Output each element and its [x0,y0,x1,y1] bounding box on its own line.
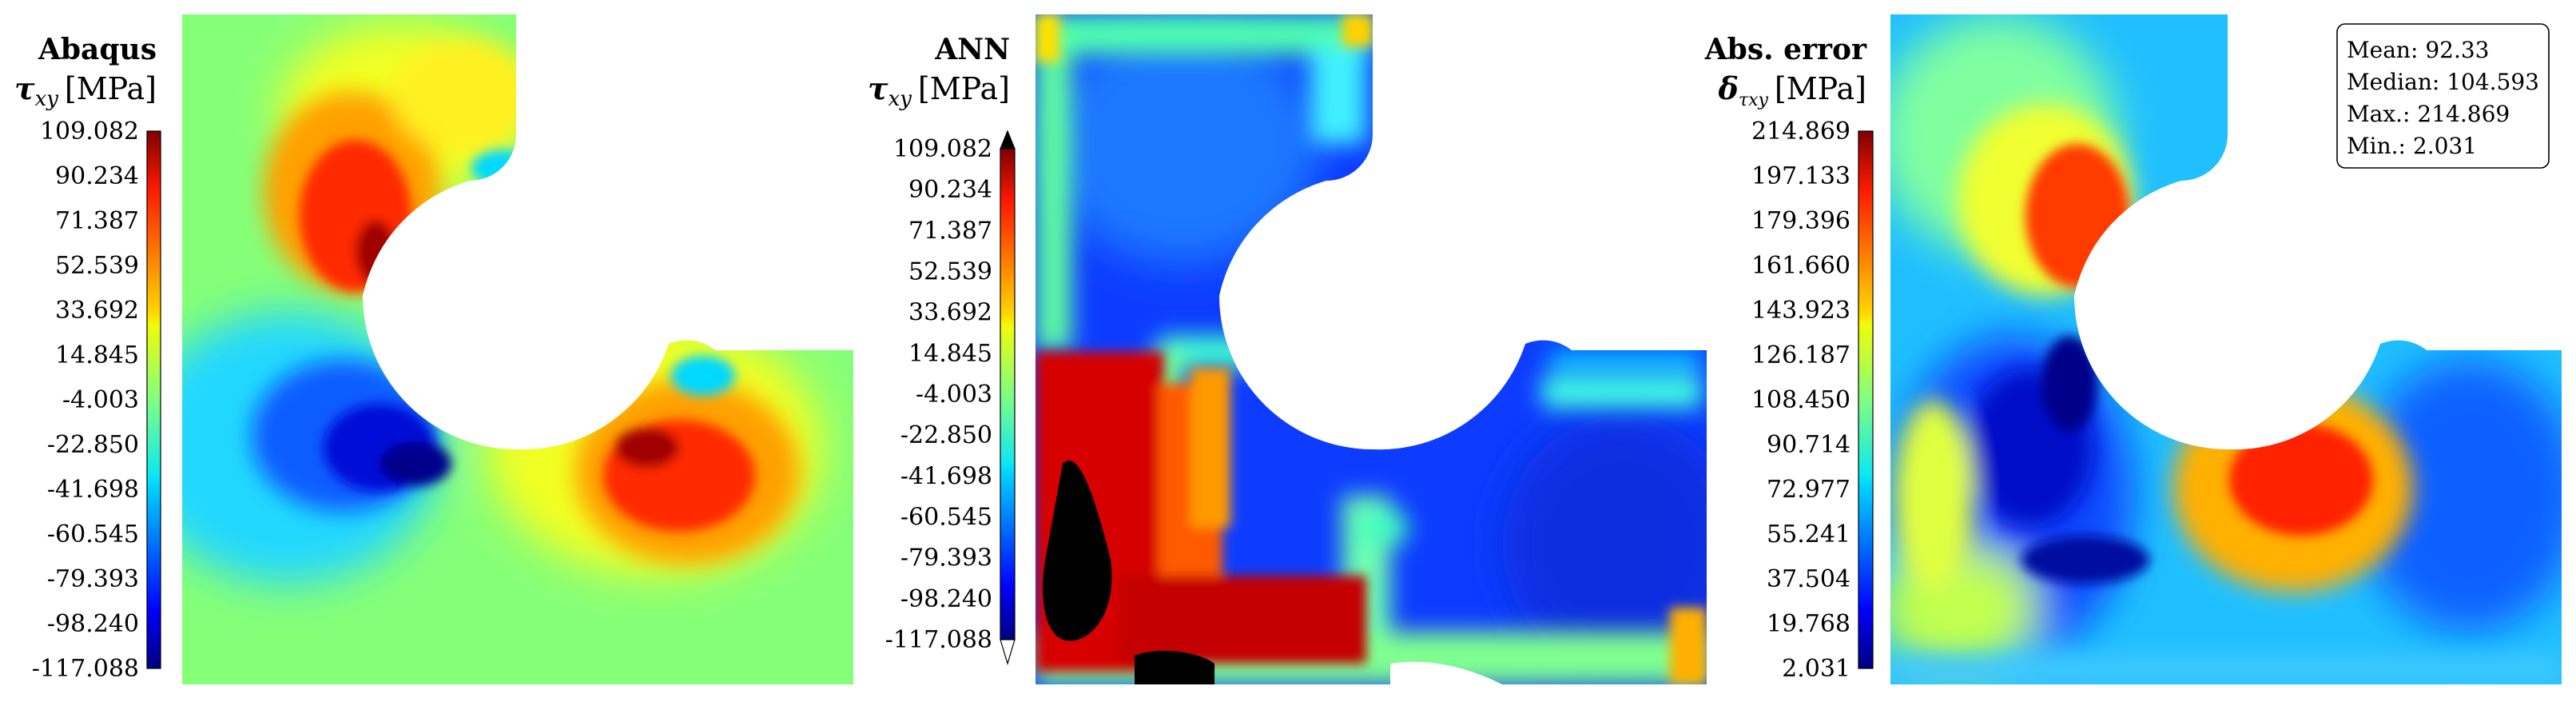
colorbar-error [1858,130,1874,669]
colorbar-tick-error: 2.031 [1782,655,1851,683]
colorbar-tick-ann: 33.692 [908,299,992,327]
colorbar-tick-error: 19.768 [1767,610,1851,638]
colorbar-tick-abaqus: -117.088 [32,655,139,683]
colorbar-tick-abaqus: 52.539 [55,252,139,280]
colorbar-tick-error: 55.241 [1767,521,1851,548]
colorbar-tick-error: 90.714 [1767,431,1851,459]
quantity-label-error: δτxy [MPa] [1718,70,1866,110]
colorbar-tick-ann: 14.845 [908,340,992,368]
colorbar-tick-abaqus: -98.240 [47,610,139,638]
colorbar-tick-abaqus: 109.082 [40,118,139,146]
colorbar-tick-error: 108.450 [1751,386,1851,414]
colorbar-tick-abaqus: -79.393 [47,565,139,593]
colorbar-tick-ann: 71.387 [908,217,992,245]
colorbar-ticks-error: 214.869 197.133 179.396 161.660 143.923 126.1… [1751,118,1851,683]
quantity-label-abaqus: τxy [MPa] [14,70,157,111]
stat-median: Median: 104.593 [2347,69,2539,95]
colorbar-tick-abaqus: 33.692 [55,297,139,325]
colorbar-tick-error: 161.660 [1751,252,1851,280]
colorbar-abaqus [146,130,161,669]
panel-title-ann: ANN τxy [MPa] [868,33,1010,111]
colorbar-tick-ann: -98.240 [900,585,992,613]
title-error: Abs. error [1704,33,1867,66]
colorbar-ann [1000,130,1016,666]
colorbar-tick-abaqus: 71.387 [55,207,139,235]
title-ann: ANN [934,33,1010,66]
colorbar-tick-abaqus: 14.845 [55,341,139,369]
panel-title-error: Abs. error δτxy [MPa] [1704,33,1867,110]
stat-mean: Mean: 92.33 [2347,37,2489,63]
colorbar-tick-ann: -60.545 [900,504,992,532]
colorbar-tick-ann: 52.539 [908,258,992,286]
colorbar-tick-abaqus: 90.234 [55,162,139,190]
colorbar-tick-error: 72.977 [1767,476,1851,504]
colorbar-tick-ann: 90.234 [908,176,992,204]
colorbar-tick-ann: -4.003 [916,381,992,409]
colorbar-tick-ann: 109.082 [893,135,992,163]
stat-max: Max.: 214.869 [2347,101,2510,127]
colorbar-tick-ann: -79.393 [900,544,992,572]
quantity-label-ann: τxy [MPa] [868,70,1010,111]
colorbar-tick-error: 214.869 [1751,118,1851,146]
colorbar-tick-ann: -117.088 [885,626,992,654]
stat-min: Min.: 2.031 [2347,133,2477,159]
colorbar-ticks-abaqus: 109.082 90.234 71.387 52.539 33.692 14.845 -4.… [32,118,139,683]
ann-field [1036,14,1707,684]
title-abaqus: Abaqus [38,33,157,66]
colorbar-tick-error: 179.396 [1751,207,1851,235]
colorbar-tick-abaqus: -41.698 [47,476,139,504]
colorbar-tick-error: 37.504 [1767,565,1851,593]
colorbar-tick-error: 197.133 [1751,162,1851,190]
colorbar-tick-ann: -41.698 [900,462,992,490]
colorbar-tick-error: 143.923 [1751,297,1851,325]
colorbar-tick-ann: -22.850 [900,421,992,449]
colorbar-tick-abaqus: -4.003 [62,386,139,414]
colorbar-tick-abaqus: -22.850 [47,431,139,459]
error-stats-box: Mean: 92.33 Median: 104.593 Max.: 214.86… [2336,23,2550,169]
colorbar-tick-error: 126.187 [1751,341,1851,369]
panel-title-abaqus: Abaqus τxy [MPa] [14,33,157,111]
colorbar-tick-abaqus: -60.545 [47,521,139,548]
colorbar-ticks-ann: 109.082 90.234 71.387 52.539 33.692 14.845 -4.… [885,135,992,654]
abaqus-field [182,14,853,684]
